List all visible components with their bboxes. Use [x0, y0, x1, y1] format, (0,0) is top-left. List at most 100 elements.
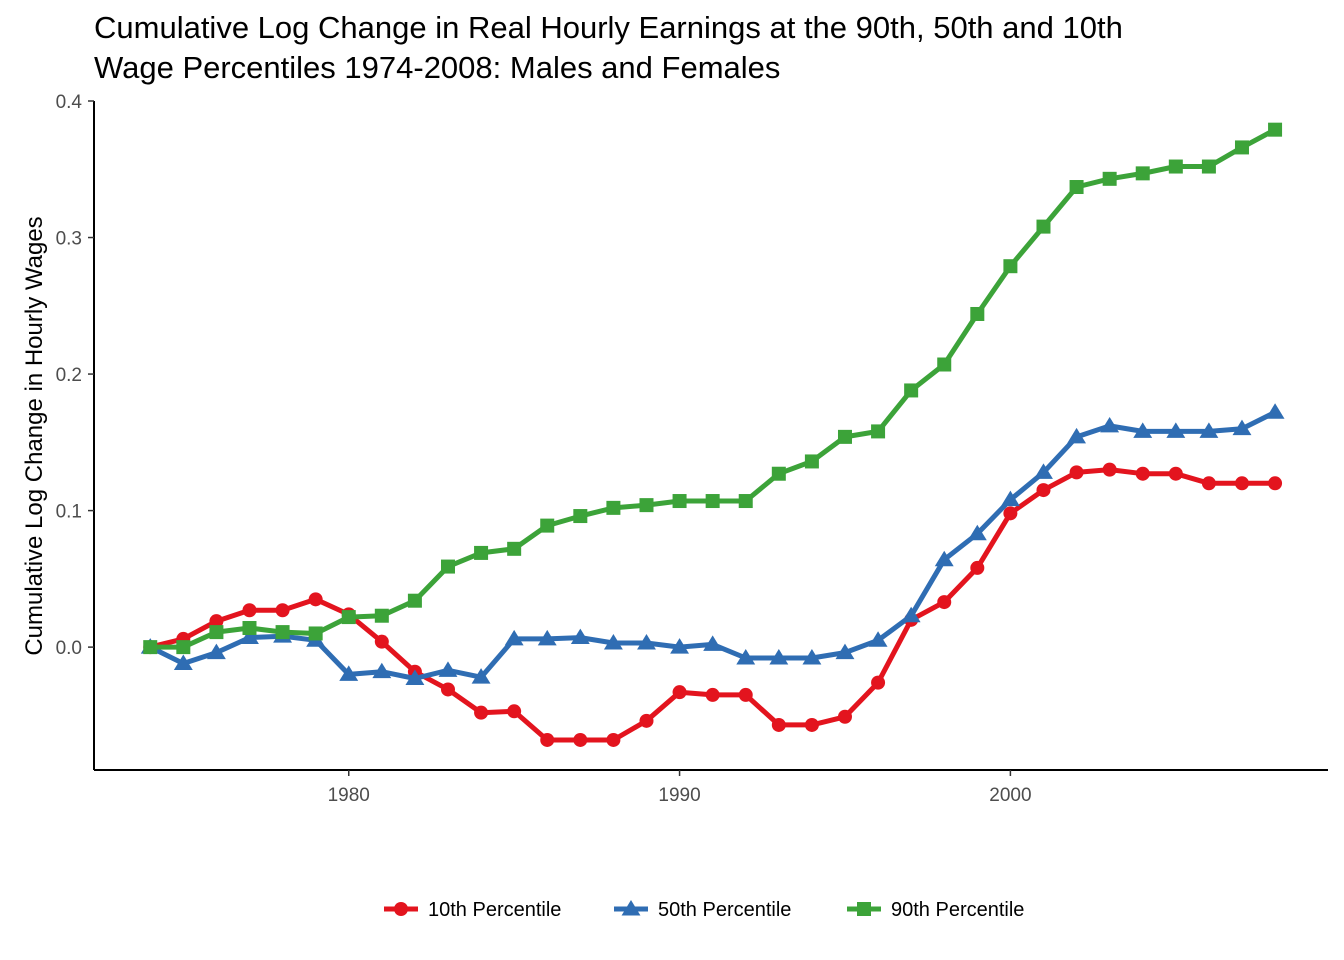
data-point-10th-percentile: [1234, 476, 1249, 491]
data-point-50th-percentile: [372, 662, 392, 679]
x-tick-label: 1990: [658, 785, 700, 806]
data-point-90th-percentile: [1135, 166, 1150, 181]
y-tick-label: 0.4: [56, 92, 83, 113]
data-point-90th-percentile: [341, 610, 356, 625]
data-point-50th-percentile: [670, 638, 690, 654]
data-point-90th-percentile: [176, 640, 191, 655]
data-point-50th-percentile: [471, 668, 491, 684]
data-point-90th-percentile: [209, 625, 224, 640]
data-point-50th-percentile: [537, 629, 557, 646]
y-tick-label: 0.2: [56, 365, 82, 386]
data-point-90th-percentile: [937, 357, 952, 372]
data-point-50th-percentile: [1166, 422, 1186, 438]
data-point-50th-percentile: [570, 628, 590, 645]
data-point-90th-percentile: [242, 621, 257, 636]
data-point-90th-percentile: [639, 498, 654, 513]
data-point-90th-percentile: [970, 306, 985, 321]
data-point-90th-percentile: [573, 509, 588, 524]
y-tick-label: 0.3: [56, 229, 82, 250]
data-point-50th-percentile: [835, 643, 855, 660]
data-point-10th-percentile: [871, 675, 886, 690]
data-point-90th-percentile: [871, 424, 886, 439]
data-point-50th-percentile: [504, 629, 524, 646]
data-point-90th-percentile: [507, 541, 522, 556]
data-point-90th-percentile: [738, 494, 753, 509]
legend-key-marker-90th-percentile: [857, 902, 871, 916]
data-point-90th-percentile: [374, 608, 389, 623]
data-point-10th-percentile: [1003, 506, 1018, 521]
data-point-10th-percentile: [440, 682, 455, 697]
data-point-90th-percentile: [440, 559, 455, 574]
y-tick-label: 0.0: [56, 638, 82, 659]
data-point-90th-percentile: [1069, 180, 1084, 195]
data-point-50th-percentile: [901, 606, 921, 623]
data-point-50th-percentile: [1034, 463, 1053, 479]
data-point-10th-percentile: [1201, 476, 1216, 491]
data-point-10th-percentile: [540, 732, 555, 747]
data-point-90th-percentile: [407, 593, 422, 608]
data-point-90th-percentile: [837, 429, 852, 444]
x-tick-label: 1980: [328, 785, 370, 806]
data-point-90th-percentile: [1036, 219, 1051, 234]
data-point-90th-percentile: [1268, 122, 1283, 137]
data-point-10th-percentile: [1168, 466, 1183, 481]
data-point-50th-percentile: [438, 661, 458, 677]
chart-title-line-2: Wage Percentiles 1974-2008: Males and Fe…: [94, 50, 780, 85]
data-point-50th-percentile: [637, 634, 656, 650]
data-point-90th-percentile: [1201, 159, 1216, 174]
data-point-90th-percentile: [1234, 140, 1249, 155]
data-point-50th-percentile: [1100, 416, 1120, 433]
data-point-10th-percentile: [474, 705, 489, 720]
data-point-90th-percentile: [606, 500, 621, 515]
data-point-10th-percentile: [275, 603, 290, 618]
data-point-90th-percentile: [308, 626, 323, 641]
data-point-10th-percentile: [672, 685, 687, 700]
data-point-90th-percentile: [1102, 171, 1117, 186]
data-point-50th-percentile: [802, 649, 822, 665]
data-point-10th-percentile: [937, 595, 952, 610]
data-point-50th-percentile: [703, 635, 723, 651]
data-point-90th-percentile: [474, 545, 489, 560]
data-point-90th-percentile: [143, 640, 158, 655]
axes: 0.0 0.1 0.2 0.3 0.4 1980 1990 2000: [56, 92, 1328, 806]
data-point-50th-percentile: [1133, 422, 1153, 438]
data-point-10th-percentile: [771, 717, 786, 732]
data-point-10th-percentile: [209, 614, 224, 629]
data-point-50th-percentile: [405, 669, 425, 686]
data-point-10th-percentile: [308, 592, 323, 607]
legend-key-marker-50th-percentile: [621, 900, 641, 916]
data-point-10th-percentile: [639, 713, 654, 728]
data-point-10th-percentile: [242, 603, 257, 618]
data-point-10th-percentile: [1268, 476, 1283, 491]
data-point-10th-percentile: [738, 687, 753, 702]
data-point-50th-percentile: [934, 550, 954, 567]
data-point-50th-percentile: [868, 631, 888, 647]
data-point-50th-percentile: [967, 524, 987, 541]
data-point-10th-percentile: [970, 560, 985, 575]
y-axis-label: Cumulative Log Change in Hourly Wages: [21, 216, 48, 655]
legend-label-10th-percentile: 10th Percentile: [428, 899, 561, 921]
data-point-50th-percentile: [736, 649, 756, 665]
data-point-90th-percentile: [275, 625, 290, 640]
data-point-50th-percentile: [240, 628, 259, 645]
x-tick-label: 2000: [989, 785, 1031, 806]
data-point-90th-percentile: [672, 494, 687, 509]
series-line-90th-percentile: [147, 127, 1278, 650]
data-point-50th-percentile: [1067, 427, 1087, 444]
data-point-10th-percentile: [1135, 466, 1150, 481]
data-point-10th-percentile: [374, 634, 389, 649]
data-point-10th-percentile: [606, 732, 621, 747]
data-point-50th-percentile: [1265, 403, 1285, 419]
legend: 10th Percentile 50th Percentile 90th Perce…: [384, 899, 1024, 921]
data-point-10th-percentile: [1102, 462, 1117, 477]
data-point-90th-percentile: [705, 494, 720, 509]
data-point-50th-percentile: [1232, 419, 1252, 436]
data-point-10th-percentile: [804, 717, 819, 732]
legend-label-50th-percentile: 50th Percentile: [658, 899, 791, 921]
data-point-10th-percentile: [1069, 465, 1084, 480]
data-point-50th-percentile: [173, 654, 193, 670]
data-point-50th-percentile: [206, 643, 226, 660]
data-point-90th-percentile: [1003, 259, 1018, 274]
plot-series: [140, 122, 1285, 747]
